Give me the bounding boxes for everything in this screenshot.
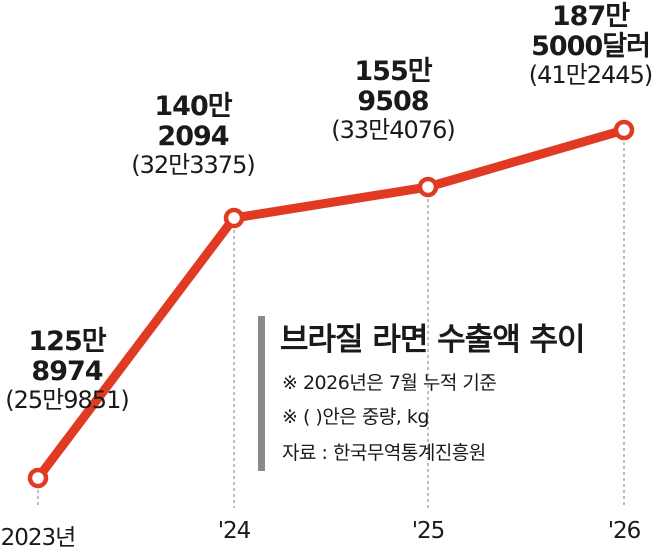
data-label-2026-weight: (41만2445) <box>528 61 653 90</box>
data-point-2 <box>417 176 439 198</box>
data-point-0 <box>27 467 49 489</box>
data-label-2026-line2: 5000달러 <box>531 31 651 63</box>
series-line <box>33 125 629 483</box>
data-label-2023-line1: 125만 <box>28 326 106 357</box>
data-label-2026: 187만 5000달러 (41만2445) <box>518 1 663 90</box>
data-label-2023-weight: (25만9851) <box>5 386 129 415</box>
data-label-2024-line2: 2094 <box>157 121 229 153</box>
chart-title: 브라질 라면 수출액 추이 <box>280 322 586 358</box>
x-tick-2023: 2023년 <box>0 525 77 551</box>
note-weight: ※ ( )안은 중량, kg <box>282 406 429 428</box>
data-label-2025-line1: 155만 <box>354 56 432 87</box>
data-label-2025-weight: (33만4076) <box>331 116 455 145</box>
source-note: 자료 : 한국무역통계진흥원 <box>282 442 486 464</box>
data-point-1 <box>223 207 245 229</box>
x-tick-2026: '26 <box>607 518 642 544</box>
data-label-2024-weight: (32만3375) <box>131 151 255 180</box>
series-polyline <box>33 125 629 483</box>
data-label-2026-line1: 187만 <box>551 1 630 32</box>
data-label-2024: 140만 2094 (32만3375) <box>118 91 268 180</box>
data-markers <box>27 119 635 489</box>
note-cumulative: ※ 2026년은 7월 누적 기준 <box>282 372 497 394</box>
data-label-2025: 155만 9508 (33만4076) <box>318 56 468 145</box>
legend-accent-bar <box>258 316 265 471</box>
guide-lines <box>37 130 625 508</box>
data-label-2024-line1: 140만 <box>154 91 232 122</box>
data-label-2023: 125만 8974 (25만9851) <box>0 326 134 415</box>
x-tick-2025: '25 <box>411 518 446 544</box>
x-tick-2024: '24 <box>217 518 252 544</box>
data-point-3 <box>613 119 635 141</box>
data-label-2025-line2: 9508 <box>357 86 429 118</box>
data-label-2023-line2: 8974 <box>31 356 103 388</box>
